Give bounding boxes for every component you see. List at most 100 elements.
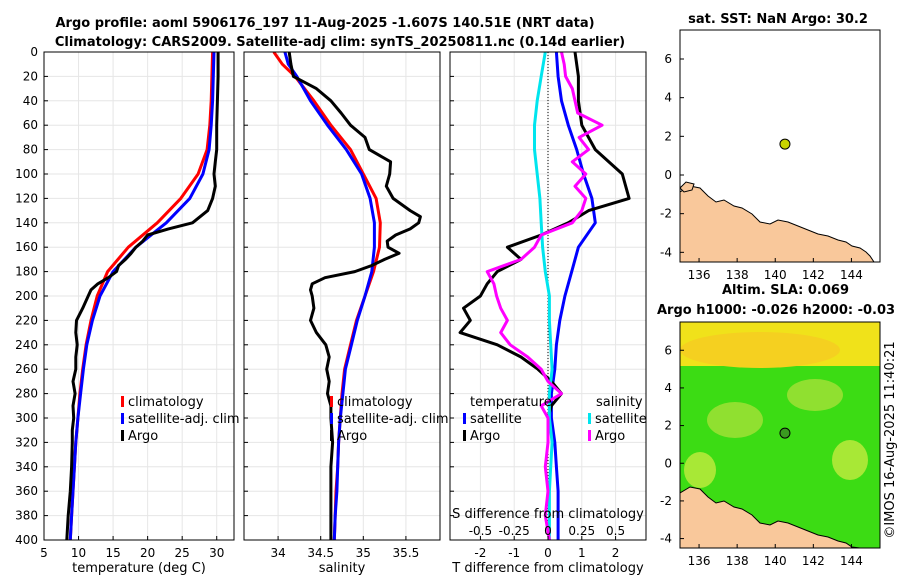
xtick-label: 5	[40, 546, 48, 560]
legend-label-argo: Argo	[337, 429, 367, 444]
xtick-label: -2	[474, 546, 486, 560]
legend-label-sal-satellite: satellite	[595, 412, 647, 427]
ytick-label: 400	[15, 533, 38, 547]
legend-swatch-temp-satellite	[463, 413, 466, 424]
ytick-label: 280	[15, 387, 38, 401]
map-xtick-label: 136	[688, 554, 711, 568]
xtick-label: 0	[544, 546, 552, 560]
sla-map-subtitle: Argo h1000: -0.026 h2000: -0.03	[657, 303, 895, 318]
xtick-label: 2	[612, 546, 620, 560]
ytick-label: 20	[23, 69, 38, 83]
map-ytick-label: 2	[664, 419, 672, 433]
xtick-label: 35	[356, 546, 371, 560]
xtick-label: 34	[270, 546, 285, 560]
series-line-argo	[287, 52, 422, 540]
temperature-xlabel: temperature (deg C)	[72, 561, 206, 576]
sla-field-high-core	[680, 332, 840, 368]
ytick-label: 140	[15, 216, 38, 230]
ytick-label: 80	[23, 143, 38, 157]
sla-map-panel: Altim. SLA: 0.069 Argo h1000: -0.026 h20…	[657, 283, 895, 568]
ytick-label: 320	[15, 435, 38, 449]
difference-legend: temperature salinity satellite Argo sate…	[463, 395, 647, 444]
sst-map-panel: sat. SST: NaN Argo: 30.2 136 138 140 142 144…	[660, 12, 881, 282]
argo-float-marker	[779, 138, 791, 150]
temperature-panel: 0 20 40 60 80 100 120 140 160 180 200 220 240 260 280 3…	[15, 45, 240, 576]
sst-map-title: sat. SST: NaN Argo: 30.2	[688, 12, 868, 27]
ytick-label: 300	[15, 411, 38, 425]
legend-label-satellite: satellite-adj. clim	[337, 412, 449, 427]
legend-swatch-temp-argo	[463, 430, 466, 441]
xtick2-label: 0.5	[606, 524, 625, 538]
legend-label-sal-argo: Argo	[595, 429, 625, 444]
figure-title-line2: Climatology: CARS2009. Satellite-adj cli…	[55, 35, 625, 50]
map-ytick-label: -4	[660, 532, 672, 546]
ytick-label: 360	[15, 484, 38, 498]
map-xtick-label: 138	[726, 554, 749, 568]
map-ytick-label: -2	[660, 494, 672, 508]
salinity-xlabel: salinity	[319, 561, 366, 576]
map-ytick-label: -4	[660, 245, 672, 259]
xtick-label: 1	[578, 546, 586, 560]
series-line-satellite	[68, 52, 216, 540]
ytick-label: 40	[23, 94, 38, 108]
salinity-legend: climatology satellite-adj. clim Argo	[330, 395, 449, 444]
legend-label-climatology: climatology	[128, 395, 204, 410]
ytick-label: 200	[15, 289, 38, 303]
xtick-label: 10	[71, 546, 86, 560]
map-xtick-label: 144	[840, 554, 863, 568]
series-line-temperature-satellite	[549, 52, 597, 540]
temperature-legend: climatology satellite-adj. clim Argo	[121, 395, 240, 444]
ytick-label: 340	[15, 460, 38, 474]
xtick-label: 35.5	[393, 546, 420, 560]
ytick-label: 100	[15, 167, 38, 181]
map-ytick-label: 4	[664, 381, 672, 395]
sla-map-title: Altim. SLA: 0.069	[722, 283, 849, 298]
xtick2-label: -0.25	[499, 524, 530, 538]
sla-map-landmass	[680, 486, 861, 548]
legend-label-temp-satellite: satellite	[470, 412, 522, 427]
xtick-label: 15	[105, 546, 120, 560]
map-xtick-label: 140	[764, 554, 787, 568]
sla-field-patch	[787, 379, 843, 411]
legend-swatch-climatology	[121, 396, 124, 407]
series-line-satellite	[283, 52, 376, 540]
sla-map-frame	[679, 321, 881, 549]
ytick-label: 0	[30, 45, 38, 59]
series-line-temperature-argo	[458, 52, 631, 419]
ytick-label: 120	[15, 191, 38, 205]
legend-swatch-argo	[121, 430, 124, 441]
map-ytick-label: 0	[664, 168, 672, 182]
map-xtick-label: 144	[840, 268, 863, 282]
legend-swatch-satellite	[330, 413, 333, 424]
map-xtick-label: 136	[688, 268, 711, 282]
legend-swatch-sal-satellite	[588, 413, 591, 424]
xtick-label: 20	[140, 546, 155, 560]
map-ytick-label: 6	[664, 343, 672, 357]
legend-title-salinity: salinity	[596, 395, 643, 410]
map-ytick-label: 2	[664, 129, 672, 143]
sst-map-landmass	[680, 185, 875, 262]
argo-float-marker	[779, 427, 791, 439]
legend-swatch-sal-argo	[588, 430, 591, 441]
legend-label-climatology: climatology	[337, 395, 413, 410]
map-xtick-label: 140	[764, 268, 787, 282]
legend-label-temp-argo: Argo	[470, 429, 500, 444]
sla-field-patch	[832, 440, 868, 480]
sst-map-island	[680, 181, 695, 193]
xtick-label: 30	[209, 546, 224, 560]
legend-title-temperature: temperature	[470, 395, 552, 410]
xtick-label: 25	[175, 546, 190, 560]
figure-title-line1: Argo profile: aoml 5906176_197 11-Aug-20…	[55, 16, 594, 31]
series-line-argo	[65, 52, 220, 540]
ytick-label: 60	[23, 118, 38, 132]
xtick-label: -1	[508, 546, 520, 560]
legend-swatch-satellite	[121, 413, 124, 424]
xtick2-label: -0.5	[469, 524, 492, 538]
map-ytick-label: 4	[664, 91, 672, 105]
xtick2-label: 0	[544, 524, 552, 538]
difference-xlabel-temperature: T difference from climatology	[451, 561, 644, 576]
difference-panel: -2 -1 0 1 2 T difference from climatology S …	[449, 51, 647, 576]
salinity-panel: 34 34.5 35 35.5 salinity climatology satell…	[243, 51, 449, 576]
legend-swatch-climatology	[330, 396, 333, 407]
